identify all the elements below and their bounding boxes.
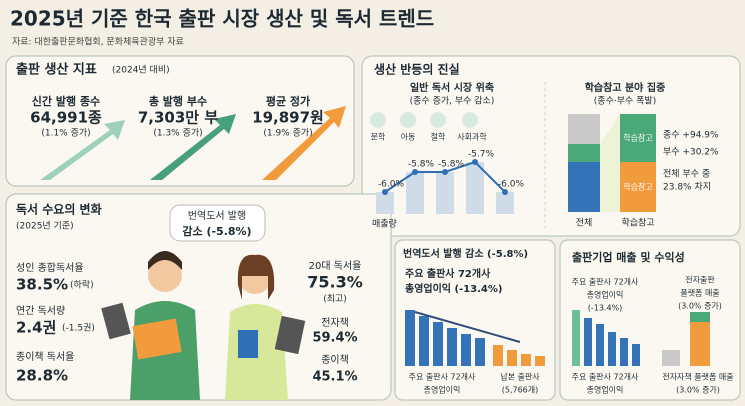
reading-subtitle: (2025년 기준) (16, 221, 74, 232)
value-label: -5.8% (408, 160, 435, 170)
business-bars (572, 310, 710, 366)
bar-label: (5,766개) (502, 385, 539, 395)
genre: 아동 (401, 132, 416, 142)
study-note: 전체 부수 중 (663, 169, 710, 180)
bar (436, 172, 454, 214)
point (442, 169, 448, 175)
ebook-value: 59.4% (312, 331, 357, 346)
genre: 문학 (371, 132, 386, 142)
bar-label: 총영업이익 (424, 385, 461, 395)
item-value: 64,991종 (30, 109, 102, 127)
business-text: 총영업이익 (587, 290, 624, 300)
value-label: -5.8% (438, 160, 465, 170)
study-note: 23.8% 차지 (663, 181, 711, 193)
item-label: 총 발행 부수 (149, 94, 207, 108)
reading-label: 종이책 독서율 (16, 351, 74, 363)
item-label: 평균 정가 (266, 94, 310, 108)
youth-label: 20대 독서율 (309, 260, 362, 272)
stacked-columns (568, 114, 656, 212)
bar-label: 납본 출판사 (500, 372, 540, 382)
production-panel (5, 55, 355, 187)
bar-label: (3.0% 증가) (676, 386, 720, 395)
reading-label: 연간 독서량 (16, 305, 65, 317)
item-value: 19,897원 (252, 109, 324, 127)
category: 학습참고 (621, 218, 654, 229)
business-text: (3.0% 증가) (678, 302, 722, 311)
bar (376, 192, 394, 214)
headline: 주요 출판사 72개사 (405, 267, 491, 280)
value-label: -5.7% (468, 150, 495, 160)
reading-value: 28.8% (16, 367, 68, 385)
reading-value: 38.5% (16, 276, 68, 294)
item-change: (1.9% 증가) (263, 128, 312, 139)
genre: 사회과학 (457, 132, 487, 142)
business-text: 주요 출판사 72개사 (572, 277, 639, 287)
point (412, 169, 418, 175)
bar (406, 172, 424, 214)
decline-bars (405, 310, 545, 366)
point (382, 189, 388, 195)
headline: 총영업이익 (-13.4%) (405, 282, 502, 295)
business-text: (-13.4%) (588, 304, 623, 313)
segment-label: 학습참고 (623, 182, 652, 192)
general-title: 일반 독서 시장 위축 (410, 81, 494, 94)
study-title: 학습참고 분야 집중 (585, 81, 666, 94)
bar-label: 총영업이익 (587, 385, 624, 395)
source: 자료: 대한출판문화협회, 문화체육관광부 자료 (12, 36, 184, 48)
item-value: 7,303만 부 (138, 109, 218, 127)
point (502, 189, 508, 195)
trend-chart: -6.0%-5.8% -5.8%-5.7%-6.0% (376, 150, 525, 214)
item-label: 신간 발행 종수 (32, 94, 100, 108)
bubble-text: 번역도서 발행 (188, 210, 246, 222)
people-illustration (101, 251, 306, 400)
genre: 철학 (431, 132, 446, 142)
genre-icons (370, 112, 478, 128)
study-subtitle: (종수·부수 폭발) (594, 96, 656, 107)
title: 2025년 기준 한국 출판 시장 생산 및 독서 트렌드 (10, 7, 434, 31)
bar-label: 주요 출판사 72개사 (409, 372, 476, 382)
paper-label: 종이책 (321, 354, 349, 366)
bar-label: 전자자책 플랫폼 매출 (662, 372, 733, 382)
business-title: 출판기업 매출 및 수익성 (572, 250, 685, 264)
production-title: 출판 생산 지표 (16, 62, 97, 78)
polarization-title: 생산 반등의 진실 (374, 62, 460, 77)
business-text: 전자출판 (685, 275, 715, 285)
bar (496, 192, 514, 214)
segment-label: 학습참고 (623, 133, 652, 143)
bubble (169, 204, 266, 242)
bar-label: 주요 출판사 72개사 (572, 372, 639, 382)
value-label: -6.0% (498, 180, 525, 190)
category: 전체 (576, 218, 593, 229)
general-subtitle: (종수 증가, 부수 감소) (410, 95, 495, 107)
item-change: (1.3% 증가) (153, 128, 202, 139)
reading-note: (-1.5권) (62, 322, 95, 334)
ebook-label: 전자책 (321, 317, 349, 329)
youth-value: 75.3% (307, 273, 363, 292)
value-label: -6.0% (378, 180, 405, 190)
study-note: 부수 +30.2% (663, 147, 719, 158)
reading-note: (하락) (70, 279, 94, 291)
point (472, 159, 478, 165)
item-change: (1.1% 증가) (41, 128, 90, 139)
translation-title: 번역도서 발행 감소 (-5.8%) (403, 247, 528, 260)
bar (466, 162, 484, 214)
paper-value: 45.1% (312, 370, 357, 385)
axis-label: 매출량 (372, 218, 397, 230)
bubble-text: 감소 (-5.8%) (182, 224, 251, 238)
production-subtitle: (2024년 대비) (112, 65, 170, 76)
youth-note: (최고) (323, 294, 347, 305)
study-note: 종수 +94.9% (663, 130, 719, 141)
reading-label: 성인 종합독서율 (16, 262, 84, 274)
reading-value: 2.4권 (16, 319, 56, 337)
business-text: 플랫폼 매출 (680, 288, 719, 298)
reading-title: 독서 수요의 변화 (16, 202, 102, 217)
rising-arrows (40, 106, 346, 180)
